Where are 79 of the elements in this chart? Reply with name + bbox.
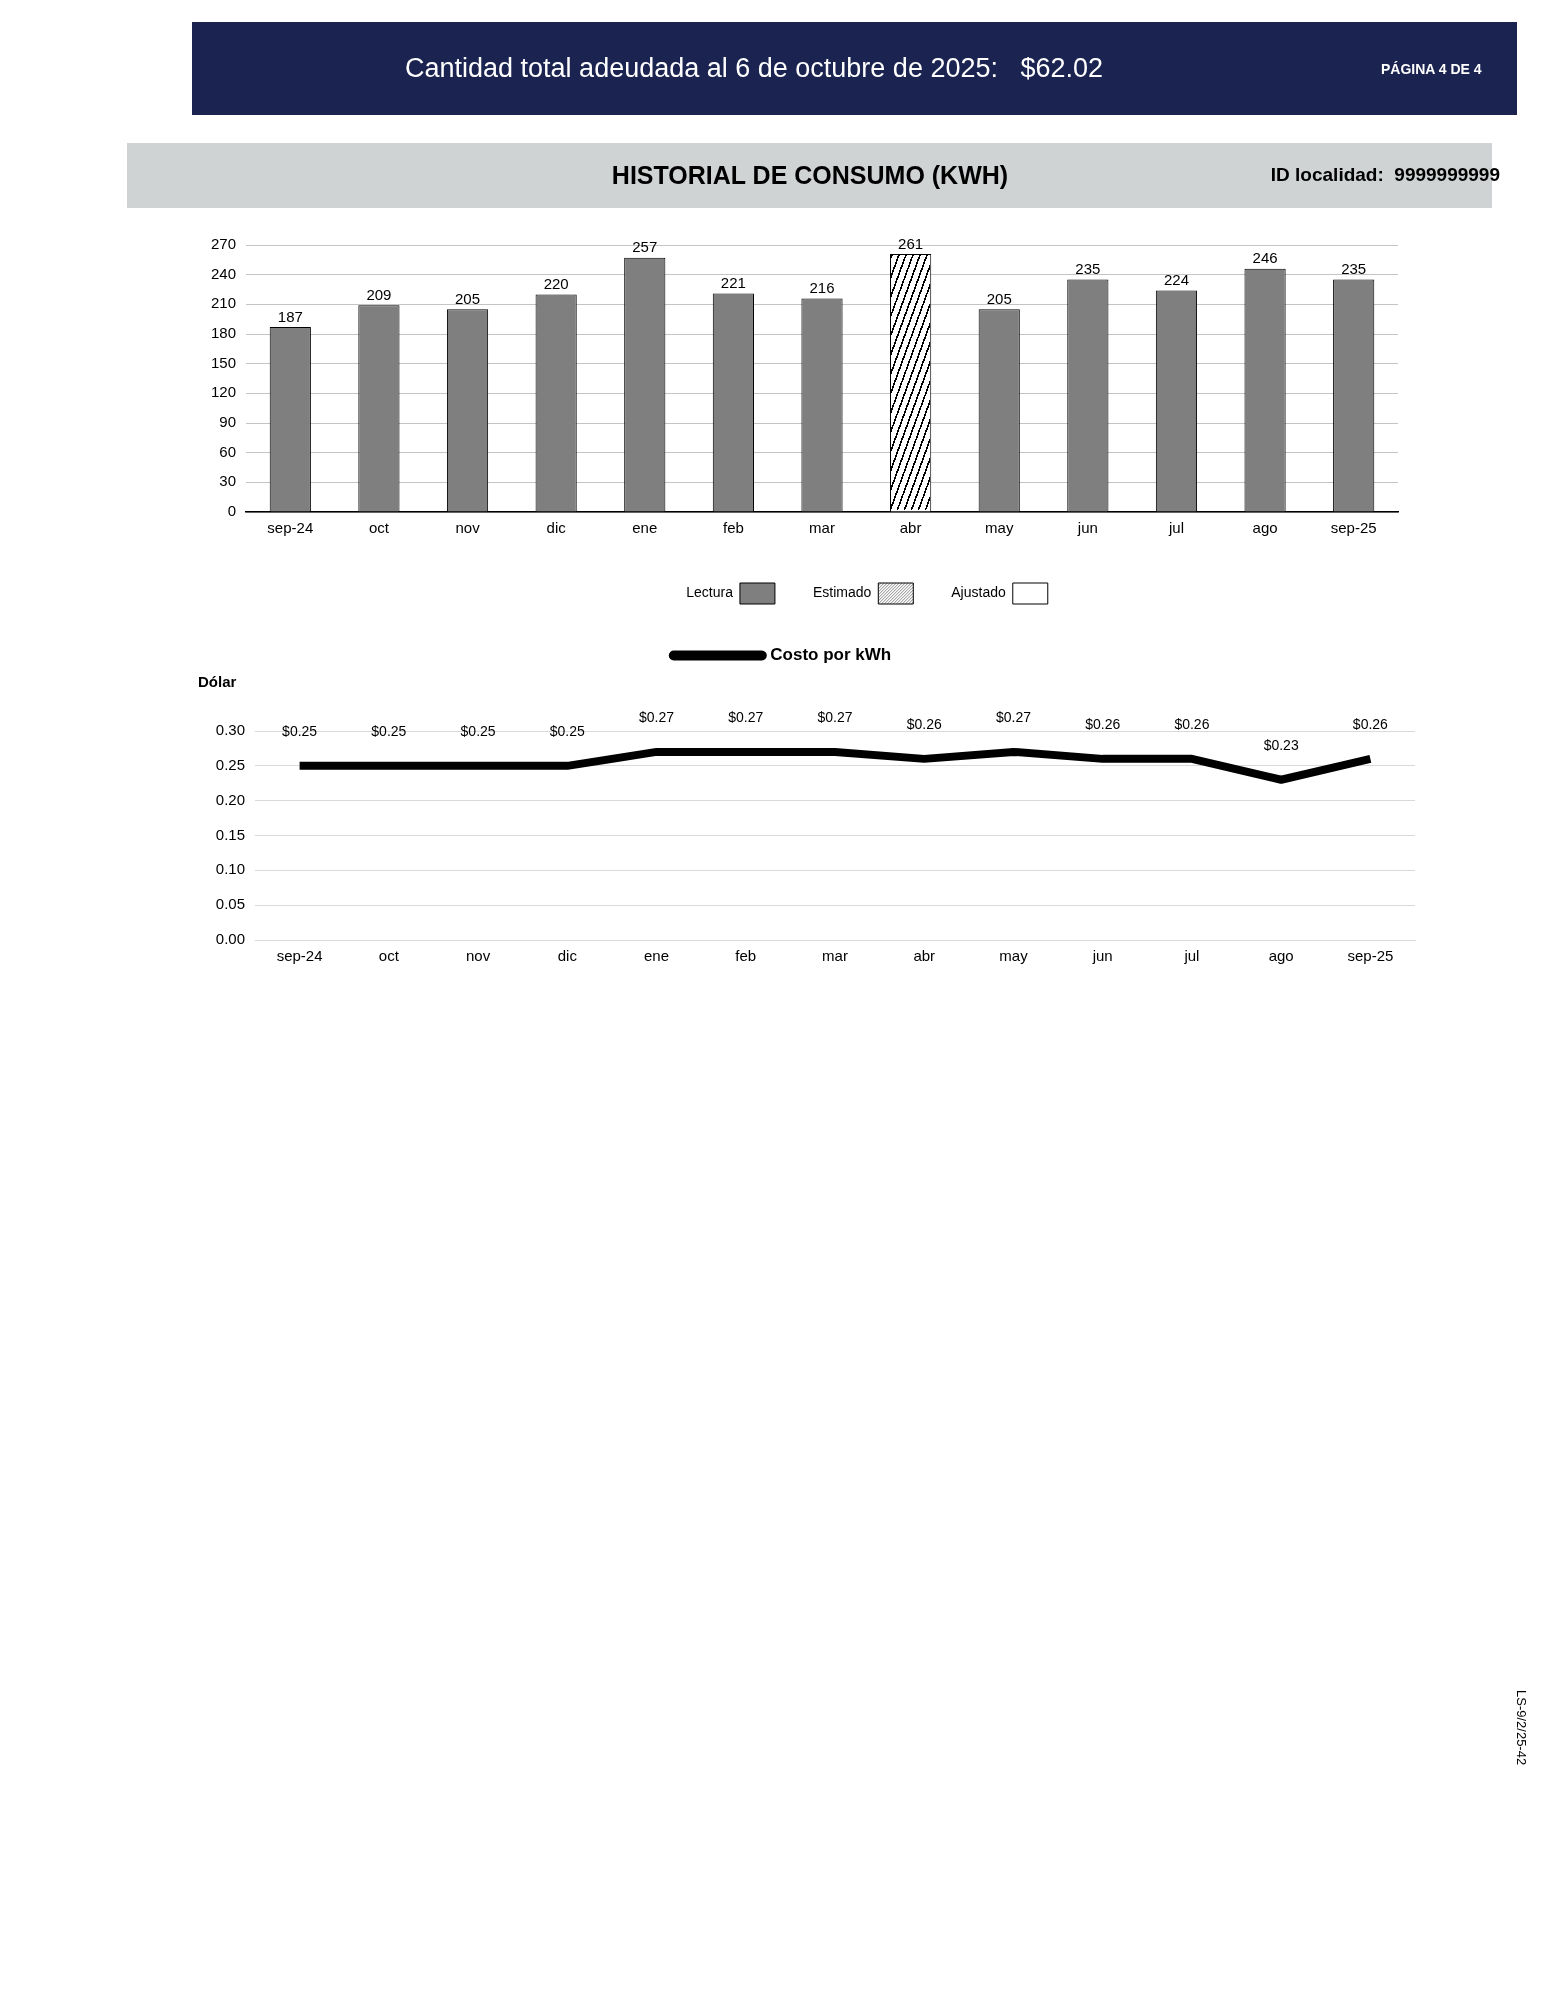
y-tick-label: 0.10 [215, 860, 245, 878]
x-tick-label: sep-25 [1330, 519, 1377, 537]
x-tick-label: mar [822, 947, 848, 965]
data-label: 224 [1163, 271, 1189, 289]
chart-title: HISTORIAL DE CONSUMO (KWH) [611, 161, 1009, 190]
data-label: $0.27 [817, 708, 853, 725]
data-label: $0.26 [906, 715, 942, 732]
y-tick-label: 120 [210, 383, 236, 401]
y-tick-label: 0.00 [215, 930, 245, 948]
text: Cantidad total adeudada al 6 de octubre de 2025: $62.02 [405, 53, 1104, 85]
x-tick-label: abr [913, 947, 936, 965]
x-tick-label: may [999, 947, 1029, 965]
data-label: 261 [898, 234, 924, 252]
x-tick-label: sep-24 [267, 519, 314, 537]
x-tick-label: feb [735, 947, 757, 965]
data-label: 205 [986, 289, 1012, 307]
y-tick-label: 0.30 [215, 721, 245, 739]
x-tick-label: nov [455, 519, 481, 537]
data-label: $0.27 [728, 708, 764, 725]
y-tick-label: 0.15 [215, 825, 245, 843]
data-label: 235 [1075, 260, 1101, 278]
y-tick-label: 240 [210, 264, 236, 282]
x-tick-label: dic [557, 947, 578, 965]
data-label: $0.25 [371, 722, 407, 739]
data-label: 216 [809, 279, 835, 297]
x-tick-label: ene [632, 519, 658, 537]
data-label: $0.25 [460, 722, 496, 739]
y-tick-label: 0.25 [215, 755, 245, 773]
x-tick-label: sep-25 [1347, 947, 1394, 965]
y-tick-label: 0.05 [215, 895, 245, 913]
y-tick-label: 0 [227, 502, 236, 520]
y-tick-label: 270 [210, 235, 236, 253]
data-label: $0.27 [639, 708, 675, 725]
x-tick-label: sep-24 [276, 947, 323, 965]
legend-label: Ajustado [951, 584, 1006, 601]
y-tick-label: 30 [219, 472, 236, 490]
x-tick-label: jul [1183, 947, 1200, 965]
y-tick-label: 180 [210, 324, 236, 342]
text: LS-9/2/25-42 [1513, 1690, 1529, 1766]
x-tick-label: nov [465, 947, 491, 965]
x-tick-label: oct [368, 519, 390, 537]
data-label: $0.25 [549, 722, 586, 739]
data-label: $0.25 [282, 722, 318, 739]
x-tick-label: jun [1076, 519, 1098, 537]
text: ID localidad: 9999999999 [1270, 164, 1500, 186]
x-tick-label: mar [809, 519, 835, 537]
x-tick-label: jul [1167, 519, 1184, 537]
data-label: 209 [366, 285, 392, 303]
x-tick-label: ago [1252, 519, 1278, 537]
y-tick-label: 0.20 [215, 790, 245, 808]
x-tick-label: jun [1091, 947, 1113, 965]
x-tick-label: may [985, 519, 1014, 537]
data-label: 246 [1252, 249, 1278, 267]
data-label: $0.26 [1085, 715, 1121, 732]
y-axis-title: Dólar [198, 673, 237, 691]
data-label: 221 [720, 274, 746, 292]
text: PÁGINA 4 DE 4 [1381, 61, 1482, 78]
x-tick-label: dic [546, 519, 567, 537]
data-label: $0.26 [1352, 715, 1389, 732]
data-label: $0.27 [995, 708, 1032, 725]
y-tick-label: 210 [210, 294, 236, 312]
x-tick-label: ene [644, 947, 670, 965]
data-label: 205 [455, 289, 481, 307]
y-tick-label: 150 [210, 353, 236, 371]
y-tick-label: 90 [219, 413, 236, 431]
legend-label: Estimado [812, 584, 872, 601]
data-label: 235 [1341, 260, 1367, 278]
x-tick-label: feb [722, 519, 744, 537]
data-label: $0.23 [1263, 736, 1299, 753]
x-tick-label: abr [899, 519, 922, 537]
x-tick-label: oct [378, 947, 400, 965]
data-label: $0.26 [1174, 715, 1210, 732]
x-tick-label: ago [1268, 947, 1294, 965]
legend-label: Lectura [686, 584, 734, 601]
data-label: 220 [543, 275, 569, 293]
text: Costo por kWh [770, 645, 892, 665]
data-label: 257 [632, 238, 658, 256]
y-tick-label: 60 [219, 442, 236, 460]
data-label: 187 [277, 307, 303, 325]
